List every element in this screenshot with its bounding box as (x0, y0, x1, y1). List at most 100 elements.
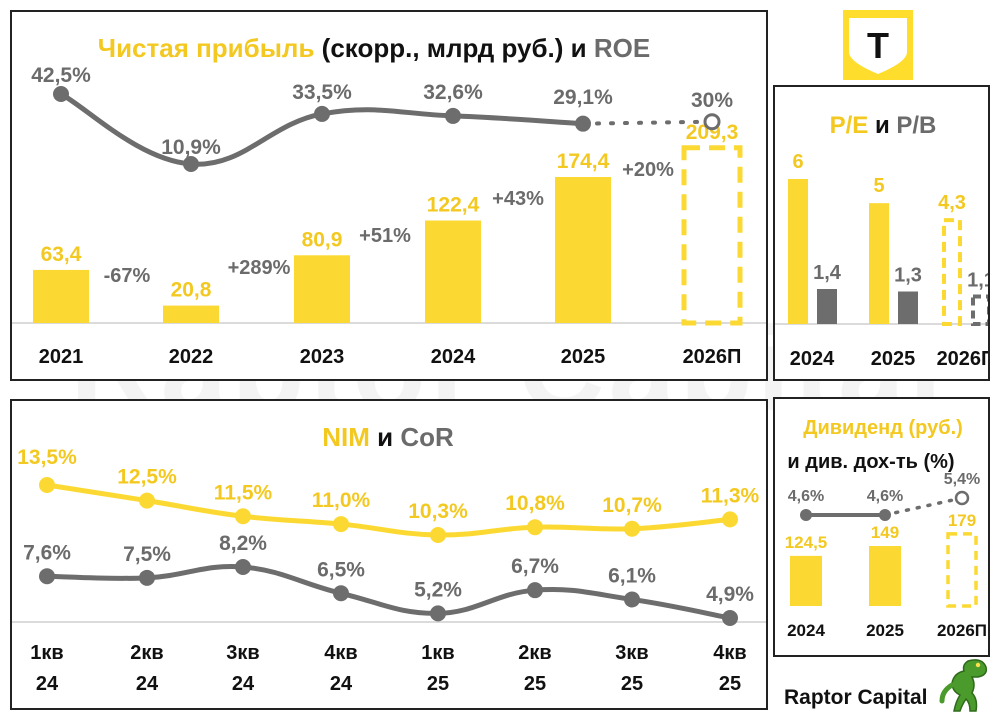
nim-cor-chart: NIM и CoR 13,5% 12,5% 11,5% 11,0% 10,3% 10,8% 1… (12, 422, 766, 695)
x-tick-label: 2023 (300, 346, 345, 368)
chart-title: P/E и P/B (830, 112, 937, 139)
net-income-roe-chart: Чистая прибыль (скорр., млрд руб.) и ROE… (12, 33, 766, 368)
cor-point (39, 568, 55, 585)
nim-value-label: 11,5% (214, 481, 273, 504)
cor-value-label: 7,6% (23, 541, 71, 564)
x-tick-label-year: 25 (427, 673, 449, 695)
x-tick-label: 2022 (169, 346, 214, 368)
bar (33, 269, 89, 323)
cor-value-label: 6,1% (608, 564, 656, 587)
yield-point (800, 509, 812, 521)
yield-forecast-line (883, 496, 964, 517)
x-tick-label-year: 25 (524, 673, 546, 695)
bar (425, 220, 481, 323)
pe-pb-chart: P/E и P/B 6 1,4 2024 5 1,3 2025 4,3 1,1 2026П (775, 112, 995, 370)
cor-value-label: 8,2% (219, 532, 267, 555)
x-tick-label-quarter: 3кв (615, 642, 648, 664)
roe-point (53, 86, 69, 102)
bar (294, 255, 350, 323)
roe-value-label: 30% (691, 89, 733, 112)
dividend-chart: Дивиденд (руб.) и див. дох-ть (%) 124,5 202… (785, 417, 987, 640)
nim-point (527, 519, 543, 536)
cor-value-label: 6,7% (511, 555, 559, 578)
x-tick-label-quarter: 4кв (713, 642, 746, 664)
roe-value-label: 33,5% (292, 81, 352, 104)
x-tick-label: 2025 (866, 621, 904, 640)
chart-title: Чистая прибыль (скорр., млрд руб.) и ROE (98, 33, 650, 63)
pe-value-label: 6 (792, 151, 803, 173)
chart-title-part2: и (370, 422, 400, 452)
cor-point (722, 610, 738, 626)
roe-value-label: 32,6% (423, 81, 483, 104)
x-tick-label-year: 25 (719, 673, 741, 695)
nim-value-label: 10,3% (408, 500, 468, 523)
cor-value-label: 7,5% (123, 543, 171, 566)
cor-point (527, 582, 543, 599)
dividend-value-label: 124,5 (785, 533, 828, 552)
bank-logo-icon: Т (843, 10, 913, 80)
x-tick-label: 2024 (787, 621, 825, 640)
roe-point (575, 115, 591, 132)
x-tick-label: 2026П (937, 348, 988, 370)
nim-point (139, 492, 155, 509)
x-tick-label-quarter: 3кв (226, 642, 259, 664)
pb-bar (898, 291, 918, 324)
growth-label: +51% (359, 225, 411, 247)
logo-letter: Т (867, 25, 889, 66)
pe-bar-forecast (942, 218, 962, 326)
x-tick-label-year: 25 (621, 673, 643, 695)
x-tick-label: 2024 (790, 348, 835, 370)
pb-value-label: 1,3 (894, 265, 922, 287)
x-tick-label-year: 24 (136, 673, 159, 695)
x-tick-label: 2021 (39, 346, 84, 368)
yield-point (879, 509, 891, 521)
dividend-bar-forecast (946, 532, 978, 608)
roe-value-label: 42,5% (31, 64, 91, 87)
raptor-mascot (938, 655, 992, 715)
bar-value-label: 209,3 (686, 121, 739, 144)
x-tick-label: 2024 (431, 346, 476, 368)
cor-point (139, 569, 155, 586)
bar-value-label: 20,8 (171, 279, 212, 302)
nim-point (39, 477, 55, 493)
x-tick-label: 2026П (937, 621, 987, 640)
cor-point (624, 591, 640, 608)
pe-value-label: 4,3 (938, 192, 966, 214)
x-tick-label-quarter: 1кв (30, 642, 63, 664)
chart-title-part2: и (868, 112, 896, 139)
chart-title: NIM и CoR (322, 422, 454, 452)
roe-value-label: 10,9% (161, 136, 221, 159)
nim-value-label: 13,5% (17, 446, 77, 469)
chart-title-part2: (скорр., млрд руб.) и (314, 33, 593, 63)
yield-value-label: 4,6% (788, 488, 824, 505)
nim-value-label: 12,5% (117, 466, 177, 489)
bar-forecast (681, 145, 743, 326)
x-tick-label: 2026П (683, 346, 742, 368)
chart-title-part3: P/B (896, 112, 936, 139)
cor-value-label: 4,9% (706, 583, 754, 606)
roe-value-label: 29,1% (553, 86, 613, 109)
cor-point (430, 605, 446, 622)
growth-label: +20% (622, 159, 674, 181)
pb-bar-forecast (971, 294, 991, 326)
nim-point (235, 508, 251, 525)
dividend-bar (790, 555, 822, 606)
x-tick-label-year: 24 (232, 673, 255, 695)
cor-value-label: 6,5% (317, 558, 365, 581)
yield-value-label: 4,6% (867, 488, 903, 505)
pe-value-label: 5 (873, 175, 884, 197)
bar (555, 177, 611, 323)
nim-point (722, 511, 738, 528)
chart-title-part1: Чистая прибыль (98, 33, 315, 63)
chart-title-line1: Дивиденд (руб.) (803, 417, 963, 439)
nim-value-label: 10,7% (602, 494, 662, 517)
dividend-bar (869, 546, 901, 606)
growth-label: -67% (104, 265, 151, 287)
pb-value-label: 1,4 (813, 262, 842, 284)
dividend-value-label: 149 (871, 523, 899, 542)
x-tick-label-quarter: 2кв (130, 642, 163, 664)
x-tick-label-year: 24 (36, 673, 59, 695)
nim-cor-panel: NIM и CoR 13,5% 12,5% 11,5% 11,0% 10,3% 10,8% 1… (10, 399, 768, 710)
nim-point (624, 520, 640, 537)
net-income-roe-panel: Чистая прибыль (скорр., млрд руб.) и ROE… (10, 10, 768, 381)
